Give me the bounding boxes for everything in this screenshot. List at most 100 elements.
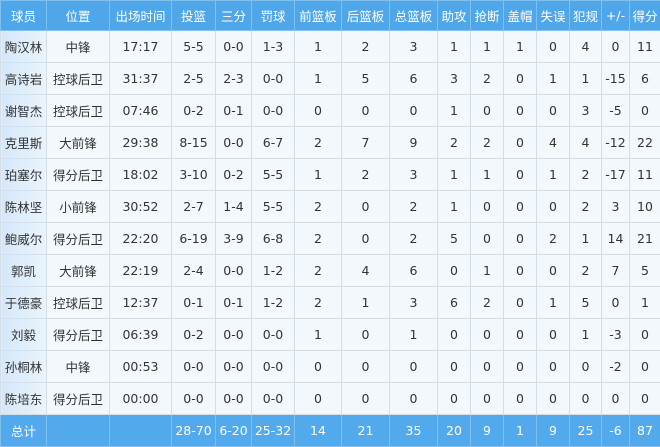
- cell-player[interactable]: 于德豪: [0, 286, 47, 319]
- cell-reb: 6: [389, 254, 438, 287]
- cell-tov: 0: [536, 190, 570, 223]
- cell-ft: 5-5: [251, 158, 295, 191]
- cell-blk: 0: [503, 350, 537, 383]
- total-fg: 28-70: [171, 414, 216, 447]
- cell-pts: 11: [629, 158, 660, 191]
- table-row: 陈林坚 小前锋 30:52 2-7 1-4 5-5 2 0 2 1 0 0 0 2 3 10: [0, 190, 660, 223]
- table-row: 鲍威尔 得分后卫 22:20 6-19 3-9 6-8 2 0 2 5 0 0 2 1 14 21: [0, 222, 660, 255]
- cell-ft: 0-0: [251, 62, 295, 95]
- column-header-dreb[interactable]: 后篮板: [341, 0, 390, 31]
- column-header-position[interactable]: 位置: [46, 0, 110, 31]
- cell-pf: 1: [569, 318, 602, 351]
- cell-plus-minus: 0: [601, 286, 630, 319]
- cell-dreb: 0: [341, 382, 390, 415]
- cell-pf: 2: [569, 254, 602, 287]
- cell-plus-minus: -12: [601, 126, 630, 159]
- cell-reb: 9: [389, 126, 438, 159]
- cell-reb: 0: [389, 382, 438, 415]
- cell-minutes: 29:38: [109, 126, 172, 159]
- cell-reb: 3: [389, 286, 438, 319]
- cell-oreb: 1: [294, 158, 342, 191]
- column-header-ast[interactable]: 助攻: [437, 0, 471, 31]
- table-row: 谢智杰 控球后卫 07:46 0-2 0-1 0-0 0 0 0 1 0 0 0 3 -5 0: [0, 94, 660, 127]
- column-header-ft[interactable]: 罚球: [251, 0, 295, 31]
- cell-dreb: 5: [341, 62, 390, 95]
- cell-oreb: 1: [294, 318, 342, 351]
- cell-ast: 0: [437, 254, 471, 287]
- cell-plus-minus: -3: [601, 318, 630, 351]
- table-row: 陈培东 得分后卫 00:00 0-0 0-0 0-0 0 0 0 0 0 0 0 0 0 0: [0, 382, 660, 415]
- cell-3pt: 0-0: [215, 254, 252, 287]
- column-header-plus-minus[interactable]: +/-: [601, 0, 630, 31]
- cell-player[interactable]: 郭凯: [0, 254, 47, 287]
- cell-ast: 3: [437, 62, 471, 95]
- cell-player[interactable]: 陈培东: [0, 382, 47, 415]
- total-plus-minus: -6: [601, 414, 630, 447]
- cell-ft: 6-8: [251, 222, 295, 255]
- cell-ast: 6: [437, 286, 471, 319]
- table-row: 克里斯 大前锋 29:38 8-15 0-0 6-7 2 7 9 2 2 0 4 4 -12 22: [0, 126, 660, 159]
- column-header-pts[interactable]: 得分: [629, 0, 660, 31]
- cell-player[interactable]: 谢智杰: [0, 94, 47, 127]
- cell-position: 控球后卫: [46, 62, 110, 95]
- cell-player[interactable]: 克里斯: [0, 126, 47, 159]
- cell-player[interactable]: 陶汉林: [0, 30, 47, 63]
- total-player: 总计: [0, 414, 47, 447]
- cell-blk: 0: [503, 126, 537, 159]
- column-header-tov[interactable]: 失误: [536, 0, 570, 31]
- column-header-3pt[interactable]: 三分: [215, 0, 252, 31]
- cell-ast: 1: [437, 94, 471, 127]
- cell-player[interactable]: 鲍威尔: [0, 222, 47, 255]
- cell-oreb: 1: [294, 62, 342, 95]
- cell-tov: 0: [536, 382, 570, 415]
- table-row: 高诗岩 控球后卫 31:37 2-5 2-3 0-0 1 5 6 3 2 0 1 1 -15 6: [0, 62, 660, 95]
- cell-dreb: 0: [341, 190, 390, 223]
- cell-position: 大前锋: [46, 254, 110, 287]
- cell-reb: 2: [389, 190, 438, 223]
- table-row: 珀塞尔 得分后卫 18:02 3-10 0-2 5-5 1 2 3 1 1 0 1 2 -17 11: [0, 158, 660, 191]
- cell-fg: 0-0: [171, 382, 216, 415]
- cell-reb: 2: [389, 222, 438, 255]
- table-row: 刘毅 得分后卫 06:39 0-2 0-0 0-0 1 0 1 0 0 0 0 1 -3 0: [0, 318, 660, 351]
- header-row: 球员 位置 出场时间 投篮 三分 罚球 前篮板 后篮板 总篮板 助攻 抢断 盖帽 失误 犯规 +/- 得分: [0, 0, 660, 31]
- column-header-blk[interactable]: 盖帽: [503, 0, 537, 31]
- cell-minutes: 31:37: [109, 62, 172, 95]
- cell-blk: 0: [503, 382, 537, 415]
- column-header-player[interactable]: 球员: [0, 0, 47, 31]
- cell-player[interactable]: 刘毅: [0, 318, 47, 351]
- column-header-reb[interactable]: 总篮板: [389, 0, 438, 31]
- cell-player[interactable]: 孙桐林: [0, 350, 47, 383]
- total-ft: 25-32: [251, 414, 295, 447]
- cell-plus-minus: 3: [601, 190, 630, 223]
- table-row: 陶汉林 中锋 17:17 5-5 0-0 1-3 1 2 3 1 1 1 0 4 0 11: [0, 30, 660, 63]
- cell-tov: 1: [536, 158, 570, 191]
- cell-reb: 1: [389, 318, 438, 351]
- cell-player[interactable]: 珀塞尔: [0, 158, 47, 191]
- column-header-minutes[interactable]: 出场时间: [109, 0, 172, 31]
- cell-ast: 1: [437, 190, 471, 223]
- cell-tov: 1: [536, 62, 570, 95]
- cell-player[interactable]: 高诗岩: [0, 62, 47, 95]
- cell-ast: 0: [437, 350, 471, 383]
- cell-fg: 0-2: [171, 94, 216, 127]
- cell-ft: 1-3: [251, 30, 295, 63]
- cell-minutes: 00:53: [109, 350, 172, 383]
- cell-blk: 0: [503, 158, 537, 191]
- cell-stl: 2: [470, 126, 504, 159]
- cell-plus-minus: 14: [601, 222, 630, 255]
- column-header-fg[interactable]: 投篮: [171, 0, 216, 31]
- cell-minutes: 00:00: [109, 382, 172, 415]
- cell-pf: 1: [569, 62, 602, 95]
- column-header-stl[interactable]: 抢断: [470, 0, 504, 31]
- cell-dreb: 2: [341, 30, 390, 63]
- cell-blk: 0: [503, 318, 537, 351]
- cell-fg: 2-7: [171, 190, 216, 223]
- cell-pf: 4: [569, 126, 602, 159]
- total-minutes: [109, 414, 172, 447]
- cell-pts: 21: [629, 222, 660, 255]
- column-header-oreb[interactable]: 前篮板: [294, 0, 342, 31]
- cell-player[interactable]: 陈林坚: [0, 190, 47, 223]
- cell-oreb: 0: [294, 350, 342, 383]
- cell-blk: 0: [503, 286, 537, 319]
- column-header-pf[interactable]: 犯规: [569, 0, 602, 31]
